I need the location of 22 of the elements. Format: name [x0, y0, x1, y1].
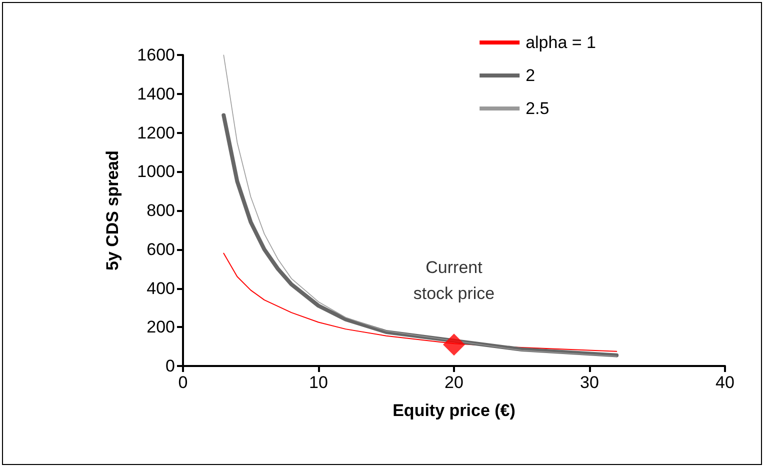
x-tick-label: 0 — [178, 373, 188, 392]
y-tick-label: 800 — [146, 201, 175, 220]
y-tick-label: 0 — [166, 356, 175, 376]
x-axis-title: Equity price (€) — [392, 401, 516, 420]
legend-label: 2 — [526, 66, 536, 85]
x-tick-label: 30 — [580, 373, 599, 392]
y-tick-label: 1000 — [137, 162, 175, 182]
x-tick-label: 40 — [716, 373, 734, 392]
y-tick-label: 400 — [146, 278, 175, 298]
y-tick-label: 1600 — [137, 46, 175, 64]
y-tick-label: 1400 — [137, 84, 175, 104]
y-tick-label: 600 — [146, 240, 175, 259]
legend-label: 2.5 — [526, 99, 550, 118]
y-tick-label: 1200 — [137, 123, 175, 142]
y-axis-title: 5y CDS spread — [103, 150, 122, 270]
line-series — [223, 54, 617, 357]
line-series — [222, 113, 619, 358]
x-tick-label: 20 — [444, 373, 464, 392]
annotation: Current stock price — [413, 258, 495, 304]
y-tick-label: 200 — [146, 318, 175, 337]
x-tick-label: 10 — [309, 373, 328, 392]
legend-label: alpha = 1 — [526, 33, 596, 52]
